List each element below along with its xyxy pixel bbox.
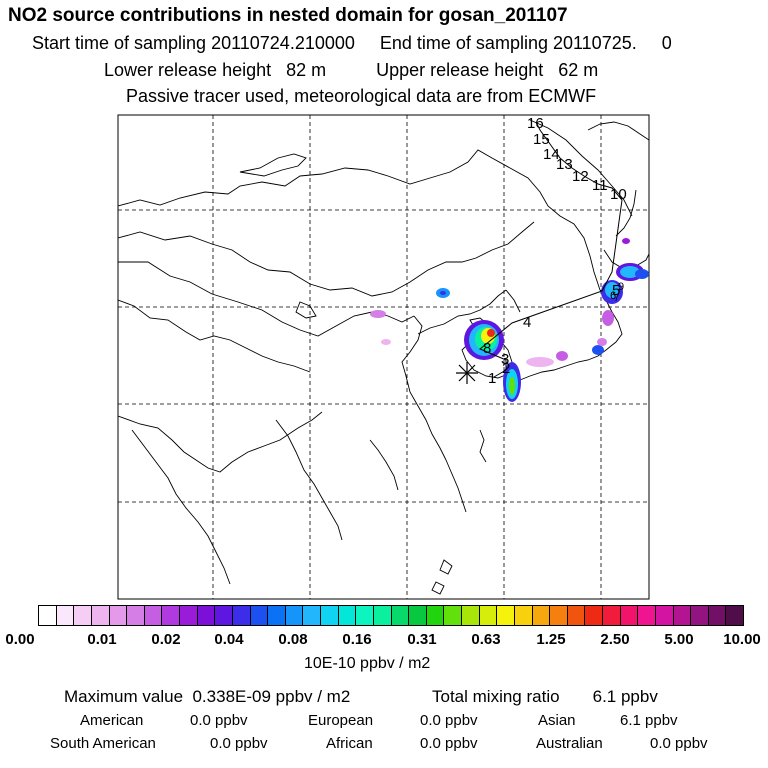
color-scale-cell xyxy=(691,606,709,625)
traj-label-7: 7 xyxy=(614,293,619,303)
color-scale-cell xyxy=(373,606,392,625)
coastlines-and-borders xyxy=(118,119,649,595)
color-scale-cell xyxy=(726,606,743,625)
tick-label: 10.00 xyxy=(723,631,761,648)
traj-label-1: 1 xyxy=(488,370,496,387)
color-scale-bar xyxy=(38,605,744,626)
color-scale-cell xyxy=(655,606,674,625)
region-value: 0.0 ppbv xyxy=(210,735,268,752)
units-label: 10E-10 ppbv / m2 xyxy=(304,655,431,672)
color-scale-cell xyxy=(144,606,163,625)
color-scale-cell xyxy=(514,606,533,625)
tick-label: 2.50 xyxy=(600,631,630,648)
region-name: South American xyxy=(50,735,156,752)
color-scale-cell xyxy=(74,606,92,625)
color-scale-cell xyxy=(268,606,286,625)
tick-label: 1.25 xyxy=(536,631,566,648)
release-height-line: Lower release height 82 m Upper release … xyxy=(104,60,599,80)
tracer-info-line: Passive tracer used, meteorological data… xyxy=(126,86,597,106)
region-name: European xyxy=(308,712,374,729)
color-scale-cell xyxy=(638,606,656,625)
tick-label: 0.31 xyxy=(407,631,437,648)
tick-label: 0.04 xyxy=(214,631,244,648)
color-scale-cell xyxy=(162,606,180,625)
color-scale-cell xyxy=(444,606,462,625)
sampling-time-line: Start time of sampling 20110724.210000 E… xyxy=(32,33,672,53)
traj-label-2: 2 xyxy=(502,360,510,377)
traj-label-11: 11 xyxy=(592,177,608,194)
color-scale-cell xyxy=(673,606,692,625)
traj-label-4: 4 xyxy=(523,314,531,331)
map-grid xyxy=(118,115,649,599)
color-scale-cell xyxy=(56,606,75,625)
color-scale-cell xyxy=(215,606,233,625)
region-name: African xyxy=(326,735,373,752)
color-scale-cell xyxy=(567,606,586,625)
color-scale-cell xyxy=(250,606,269,625)
color-scale-cell xyxy=(197,606,216,625)
traj-label-12: 12 xyxy=(572,168,589,185)
tick-label: 5.00 xyxy=(664,631,694,648)
color-scale-cell xyxy=(285,606,304,625)
color-scale-cell xyxy=(603,606,621,625)
tick-label: 0.00 xyxy=(5,631,35,648)
plot-title: NO2 source contributions in nested domai… xyxy=(8,5,568,26)
tick-label: 0.01 xyxy=(87,631,117,648)
traj-label-5: 5 xyxy=(612,282,620,299)
concentration-blobs xyxy=(370,238,649,402)
color-scale-cell xyxy=(532,606,551,625)
tick-label: 0.08 xyxy=(278,631,308,648)
trajectory-labels: 1 2 3 4 5 6 7 8 9 10 11 12 13 14 15 16 xyxy=(483,115,627,387)
traj-label-8: 8 xyxy=(483,340,491,357)
color-scale-cell xyxy=(426,606,445,625)
traj-label-9: 9 xyxy=(618,281,624,293)
traj-label-16: 16 xyxy=(527,115,544,132)
traj-label-6: 6 xyxy=(610,290,616,302)
tick-label: 0.02 xyxy=(151,631,181,648)
traj-label-10: 10 xyxy=(610,186,627,203)
color-scale-cell xyxy=(91,606,110,625)
traj-label-13: 13 xyxy=(556,156,573,173)
color-scale-cell xyxy=(39,606,57,625)
color-scale-cell xyxy=(232,606,251,625)
traj-label-3: 3 xyxy=(501,351,509,368)
color-scale-cell xyxy=(180,606,198,625)
region-value: 0.0 ppbv xyxy=(420,712,478,729)
color-scale-cell xyxy=(356,606,374,625)
color-scale-cell xyxy=(409,606,427,625)
region-name: Asian xyxy=(538,712,576,729)
color-scale-cell xyxy=(391,606,410,625)
maximum-value: Maximum value 0.338E-09 ppbv / m2 xyxy=(64,687,351,706)
color-scale-cell xyxy=(550,606,568,625)
color-scale-cell xyxy=(708,606,727,625)
traj-label-15: 15 xyxy=(533,131,550,148)
color-scale-cell xyxy=(479,606,498,625)
region-value: 6.1 ppbv xyxy=(620,712,678,729)
color-scale-cell xyxy=(321,606,339,625)
color-scale-cell xyxy=(585,606,603,625)
trajectory-path xyxy=(479,121,623,378)
map-frame xyxy=(117,114,650,600)
color-scale-cell xyxy=(127,606,145,625)
color-scale-cell xyxy=(497,606,515,625)
color-scale-cell xyxy=(109,606,128,625)
color-scale-cell xyxy=(620,606,639,625)
color-scale-cell xyxy=(338,606,357,625)
color-scale-cell xyxy=(462,606,480,625)
receptor-marker xyxy=(456,362,478,384)
region-value: 0.0 ppbv xyxy=(420,735,478,752)
region-value: 0.0 ppbv xyxy=(650,735,708,752)
tick-label: 0.16 xyxy=(342,631,372,648)
region-name: American xyxy=(80,712,144,729)
tick-label: 0.63 xyxy=(471,631,501,648)
traj-label-14: 14 xyxy=(543,146,560,163)
region-name: Australian xyxy=(536,735,603,752)
region-value: 0.0 ppbv xyxy=(190,712,248,729)
total-mixing-ratio: Total mixing ratio 6.1 ppbv xyxy=(432,687,658,706)
color-scale-cell xyxy=(303,606,321,625)
